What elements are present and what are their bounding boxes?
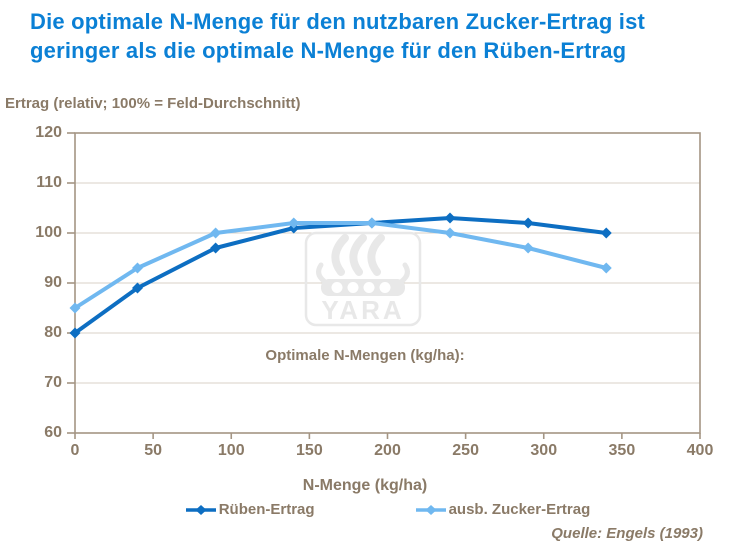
data-point-marker <box>444 212 456 224</box>
data-point-marker <box>69 302 81 314</box>
y-tick-label: 80 <box>44 324 62 341</box>
data-point-marker <box>210 227 222 239</box>
data-point-marker <box>132 282 143 294</box>
data-point-marker <box>366 217 378 229</box>
data-point-marker <box>522 242 534 254</box>
x-tick-label: 100 <box>217 442 245 459</box>
data-point-marker <box>600 262 612 274</box>
y-tick-label: 120 <box>35 124 62 141</box>
data-point-marker <box>69 327 81 339</box>
hull-shields <box>331 282 391 293</box>
x-tick-label: 400 <box>686 442 714 459</box>
x-tick-label: 250 <box>452 442 479 459</box>
y-tick-label: 110 <box>36 174 62 191</box>
data-point-marker <box>210 242 222 254</box>
y-tick-label: 70 <box>44 374 62 391</box>
legend-item-0: Rüben-Ertrag <box>185 501 315 518</box>
watermark-text: YARA <box>321 295 404 325</box>
viking-ship-icon <box>316 234 410 284</box>
series-line-1 <box>73 221 607 310</box>
legend-item-1: ausb. Zucker-Ertrag <box>415 501 591 518</box>
y-tick-label: 60 <box>44 424 62 441</box>
chart-legend: Rüben-Ertrag ausb. Zucker-Ertrag <box>75 501 700 518</box>
slide-title: Die optimale N-Menge für den nutzbaren Z… <box>30 7 728 65</box>
x-tick-label: 300 <box>530 442 558 459</box>
data-point-marker <box>600 227 612 239</box>
data-point-marker <box>288 217 300 229</box>
y-tick-label: 100 <box>35 224 62 241</box>
x-tick-label: 0 <box>70 442 80 459</box>
series-line-0 <box>73 216 607 335</box>
watermark-frame <box>304 231 422 327</box>
yara-watermark-logo: YARA <box>304 231 422 327</box>
source-citation: Quelle: Engels (1993) <box>551 525 703 542</box>
legend-label: Rüben-Ertrag <box>218 501 315 518</box>
x-tick-label: 200 <box>374 442 401 459</box>
chart-annotation: Optimale N-Mengen (kg/ha): <box>265 347 465 364</box>
x-tick-label: 50 <box>144 442 163 459</box>
data-point-marker <box>132 262 143 274</box>
slide-title-line2: geringer als die optimale N-Menge für de… <box>30 38 627 63</box>
y-axis-title: Ertrag (relativ; 100% = Feld-Durchschnit… <box>5 95 301 112</box>
legend-marker-icon <box>185 504 216 515</box>
slide-title-line1: Die optimale N-Menge für den nutzbaren Z… <box>30 9 646 34</box>
x-axis-title: N-Menge (kg/ha) <box>302 477 428 494</box>
y-tick-label: 90 <box>44 274 62 291</box>
series-layer <box>69 212 612 339</box>
legend-label: ausb. Zucker-Ertrag <box>448 501 591 518</box>
data-point-marker <box>444 227 456 239</box>
x-tick-label: 150 <box>296 442 323 459</box>
legend-marker-icon <box>415 504 446 515</box>
x-tick-label: 350 <box>608 442 636 459</box>
data-point-marker <box>522 217 534 229</box>
